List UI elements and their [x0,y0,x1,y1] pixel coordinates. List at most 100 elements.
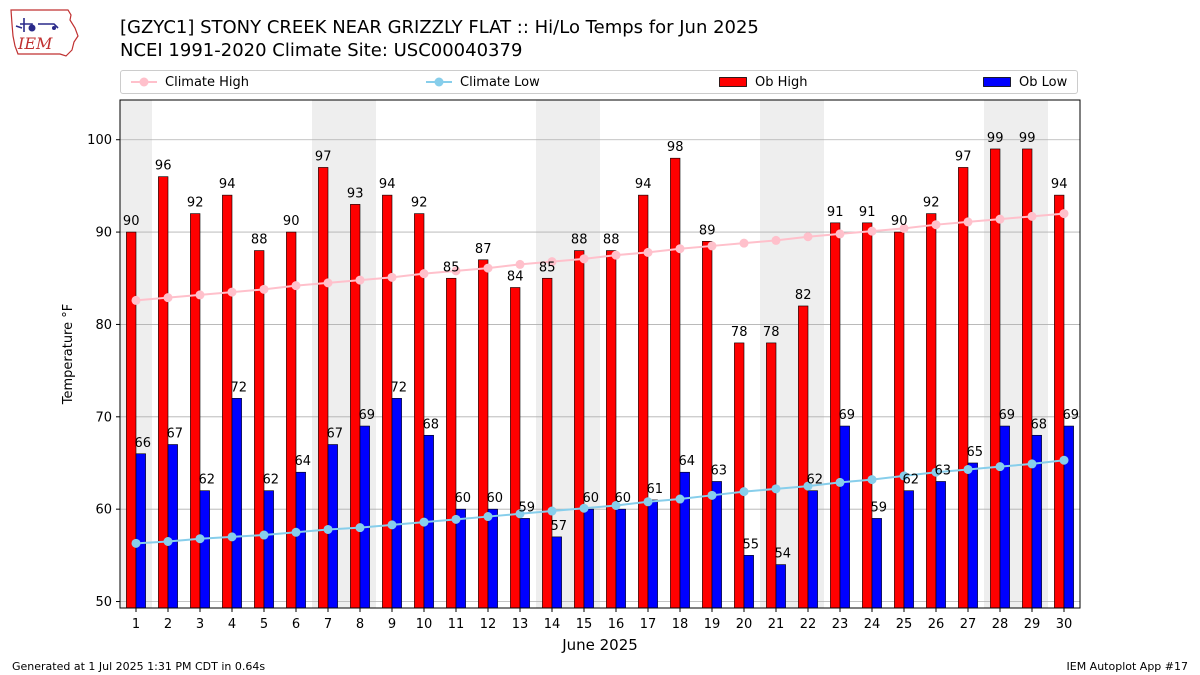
ob-low-label-29: 68 [1031,417,1048,432]
ob-low-bar-15 [583,508,594,609]
ob-high-label-13: 84 [507,269,524,284]
ob-high-swatch-icon [719,77,747,87]
ob-low-label-2: 67 [167,427,184,442]
climate-low-point-16 [611,500,621,510]
ob-low-label-13: 59 [519,500,536,515]
ob-low-label-5: 62 [263,473,280,488]
ob-high-label-8: 93 [347,186,364,201]
ob-high-label-18: 98 [667,140,684,155]
ob-high-bar-14 [542,277,553,609]
ob-high-bar-25 [894,231,905,609]
ob-high-label-12: 87 [475,242,492,257]
plot-frame [119,99,1081,609]
ob-high-bar-19 [702,241,713,609]
ob-low-swatch-icon [983,77,1011,87]
climate-high-line-icon [131,77,157,87]
x-tick-label-15: 15 [576,617,593,632]
ob-low-label-10: 68 [423,417,440,432]
climate-high-point-23 [835,229,845,239]
ob-high-label-22: 82 [795,288,812,303]
climate-high-point-11 [451,266,461,276]
climate-low-point-10 [419,517,429,527]
climate-low-point-11 [451,514,461,524]
climate-high-point-18 [675,244,685,254]
x-tick-label-8: 8 [356,617,364,632]
legend-label-ob-high: Ob High [755,74,808,90]
ob-low-label-11: 60 [455,491,472,506]
y-tick-label-70: 70 [95,410,112,425]
x-tick-label-28: 28 [992,617,1009,632]
logo-text: IEM [17,34,53,53]
climate-high-point-6 [291,281,301,291]
ob-high-label-27: 97 [955,149,972,164]
grid-lines [120,139,1080,602]
climate-low-point-8 [355,523,365,533]
climate-low-point-6 [291,527,301,537]
ob-low-label-20: 55 [743,537,760,552]
x-tick-label-9: 9 [388,617,396,632]
ob-high-label-24: 91 [859,205,876,220]
ob-high-label-26: 92 [923,196,940,211]
climate-high-point-12 [483,263,493,273]
ob-low-label-19: 63 [711,463,728,478]
ob-high-label-15: 88 [571,233,588,248]
climate-low-point-30 [1059,455,1069,465]
iem-logo: IEM [10,9,79,57]
climate-low-point-3 [195,534,205,544]
bars [126,148,1074,609]
ob-low-label-28: 69 [999,408,1016,423]
ob-low-bar-1 [135,453,146,609]
ob-high-bar-22 [798,305,809,609]
ob-low-bar-27 [967,462,978,609]
climate-high-point-4 [227,287,237,297]
ob-high-label-30: 94 [1051,177,1068,192]
climate-high-point-22 [803,232,813,242]
ob-high-bar-9 [382,194,393,609]
climate-low-point-5 [259,530,269,540]
app-credit: IEM Autoplot App #17 [1066,660,1189,673]
climate-high-point-10 [419,269,429,279]
x-tick-label-10: 10 [416,617,433,632]
climate-high-point-1 [131,295,141,305]
ob-high-bar-4 [222,194,233,609]
ob-high-label-23: 91 [827,205,844,220]
climate-lines [131,209,1069,548]
ob-high-bar-24 [862,222,873,609]
x-tick-label-2: 2 [164,617,172,632]
legend-item-ob-low: Ob Low [983,71,1067,93]
ob-high-bar-27 [958,167,969,609]
climate-low-line [135,459,1065,545]
ob-low-label-14: 57 [551,519,568,534]
ob-low-label-1: 66 [135,436,152,451]
climate-low-point-17 [643,497,653,507]
climate-low-point-21 [771,484,781,494]
ob-low-bar-20 [743,555,754,609]
ob-low-bar-17 [647,499,658,609]
y-axis-label: Temperature °F [61,304,76,405]
y-tick-label-80: 80 [95,318,112,333]
ob-low-bar-30 [1063,425,1074,609]
climate-high-point-8 [355,275,365,285]
climate-high-point-26 [931,220,941,230]
climate-low-point-2 [163,536,173,546]
ob-low-bar-16 [615,508,626,609]
x-tick-label-18: 18 [672,617,689,632]
climate-high-point-13 [515,259,525,269]
climate-low-point-22 [803,481,813,491]
ob-low-bar-12 [487,508,498,609]
ob-high-bar-13 [510,287,521,609]
climate-low-point-19 [707,490,717,500]
iowa-outline-icon [10,9,79,57]
ob-high-label-14: 85 [539,260,556,275]
y-tick-label-50: 50 [95,595,112,610]
legend-label-climate-high: Climate High [165,74,250,90]
ob-low-label-22: 62 [807,473,824,488]
x-tick-label-6: 6 [292,617,300,632]
x-tick-label-27: 27 [960,617,977,632]
ob-high-label-10: 92 [411,196,428,211]
climate-low-line-icon [426,77,452,87]
x-tick-label-24: 24 [864,617,881,632]
ob-low-bar-22 [807,490,818,609]
ob-low-label-17: 61 [647,482,664,497]
